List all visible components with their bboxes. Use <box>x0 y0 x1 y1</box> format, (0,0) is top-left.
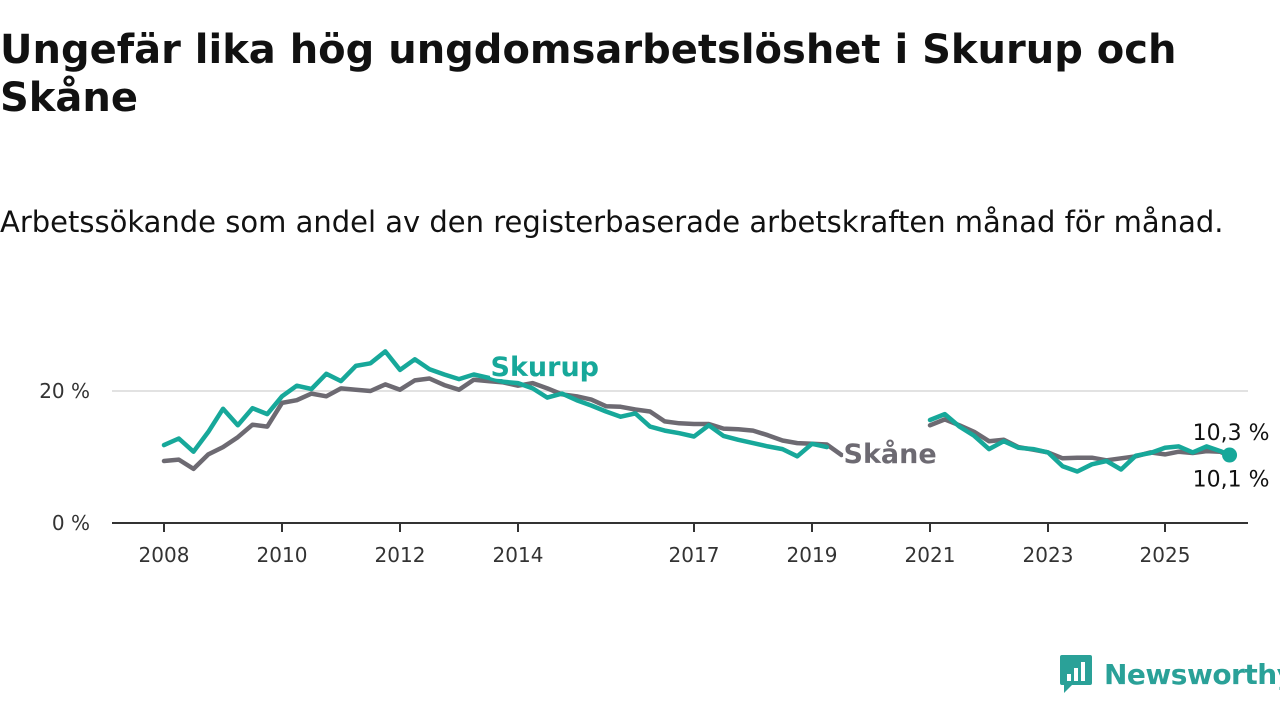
end-value-label-skurup: 10,3 % <box>1193 421 1270 446</box>
x-tick-label: 2012 <box>375 543 426 567</box>
chart-subtitle: Arbetssökande som andel av den registerb… <box>0 205 1224 239</box>
chart-title: Ungefär lika hög ungdomsarbetslöshet i S… <box>0 27 1177 121</box>
brand-logo: Newsworthy <box>1058 652 1280 696</box>
x-tick-label: 2008 <box>139 543 190 567</box>
y-axis-labels: 0 % 20 % <box>39 379 90 535</box>
series-line-skurup <box>161 349 1232 474</box>
x-tick-label: 2023 <box>1023 543 1074 567</box>
series-label-skurup: Skurup <box>491 352 600 383</box>
x-tick-label: 2019 <box>787 543 838 567</box>
series-label-skane: Skåne <box>844 438 937 470</box>
x-tick-label: 2021 <box>905 543 956 567</box>
series-lines <box>161 349 1238 474</box>
y-tick-label: 0 % <box>52 511 90 535</box>
x-tick-label: 2014 <box>493 543 544 567</box>
y-tick-label: 20 % <box>39 379 90 403</box>
series-labels: Skåne 10,1 % Skurup 10,3 % <box>488 349 1270 492</box>
x-tick-label: 2010 <box>257 543 308 567</box>
brand-name: Newsworthy <box>1104 657 1280 691</box>
x-tick-label: 2017 <box>669 543 720 567</box>
series-line-skane <box>161 376 1232 472</box>
newsworthy-logo-icon <box>1060 655 1092 693</box>
x-axis: 2008 2010 2012 2014 2017 2019 2021 2023 2025 <box>112 522 1248 567</box>
end-marker-skurup <box>1222 447 1238 463</box>
line-chart: 0 % 20 % 2008 2010 2012 2014 2017 2019 2021 2023… <box>39 349 1270 567</box>
x-tick-label: 2025 <box>1140 543 1191 567</box>
end-value-label-skane: 10,1 % <box>1193 467 1270 492</box>
